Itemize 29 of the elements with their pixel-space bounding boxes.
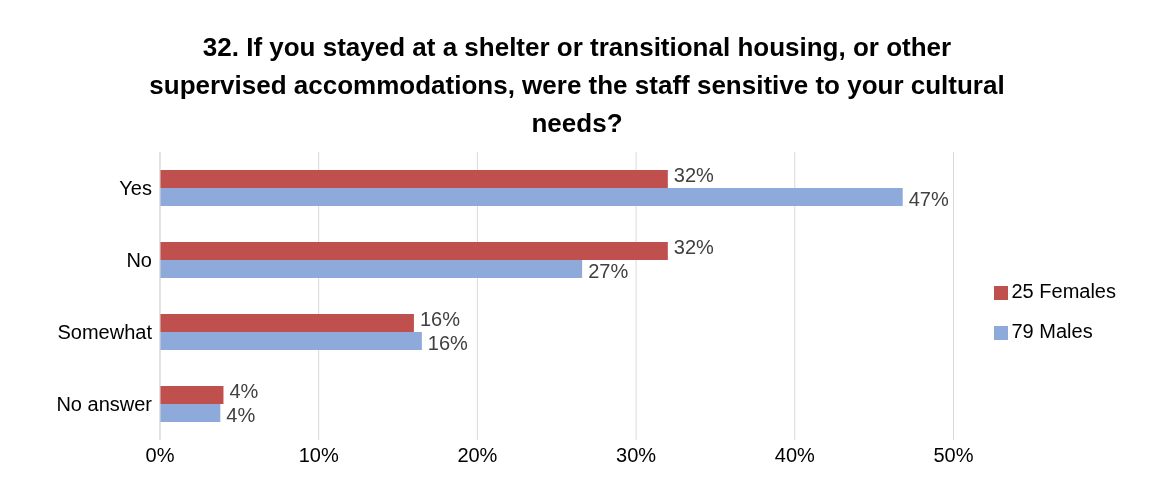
data-label: 27% [588, 260, 629, 283]
bar [160, 260, 583, 278]
chart-title: 32. If you stayed at a shelter or transitional housing, or other supervised accommodations, were the staff sensitive to your cultural needs? [148, 31, 1006, 140]
bar [160, 242, 668, 260]
bar [160, 188, 903, 206]
y-tick-label: Somewhat [57, 321, 153, 344]
x-tick-label: 40% [774, 444, 816, 467]
y-tick-label: Yes [119, 177, 152, 200]
x-tick-label: 0% [145, 444, 175, 467]
data-label: 16% [427, 332, 469, 355]
bar [160, 314, 414, 332]
bar [160, 170, 668, 188]
legend-label: 79 Males [1011, 320, 1093, 342]
x-tick-label: 30% [616, 444, 657, 467]
data-label: 32% [673, 164, 715, 187]
data-label: 32% [673, 236, 715, 259]
data-label: 16% [419, 308, 461, 331]
x-tick-label: 20% [457, 444, 498, 467]
data-label: 47% [908, 188, 949, 211]
x-tick-label: 50% [933, 444, 974, 467]
x-tick-label: 10% [298, 444, 339, 467]
data-label: 4% [229, 380, 259, 403]
bar [160, 332, 422, 350]
legend-label: 25 Females [1011, 280, 1116, 302]
bar [160, 386, 224, 404]
data-label: 4% [226, 404, 256, 427]
y-tick-label: No answer [56, 393, 153, 416]
y-tick-label: No [126, 249, 152, 272]
bar [160, 404, 221, 422]
